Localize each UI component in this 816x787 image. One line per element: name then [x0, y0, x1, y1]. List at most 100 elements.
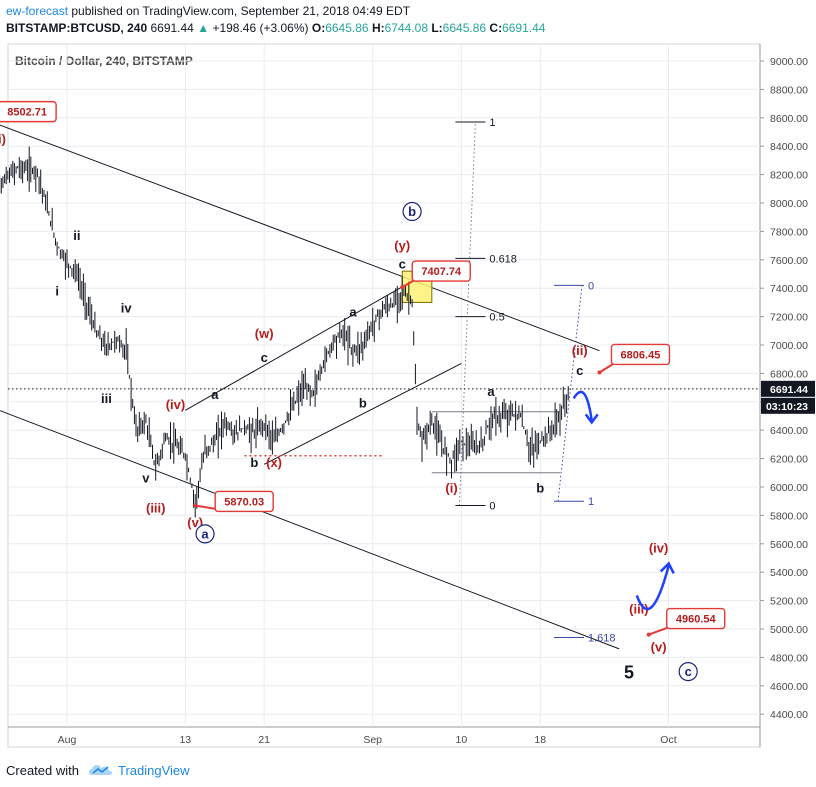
projection-arrows: [572, 390, 675, 611]
callout-box[interactable]: [0, 100, 57, 123]
rising-channel-bottom[interactable]: [263, 363, 462, 465]
fib-connector-blue: [557, 285, 583, 502]
wave-label: (ii): [572, 343, 588, 358]
upper-descending-line[interactable]: [0, 121, 600, 352]
time-tick-label: 10: [456, 734, 468, 746]
high-value: 6744.08: [384, 21, 428, 35]
time-tick-label: Aug: [58, 734, 77, 746]
fib-level-label: 0.5: [489, 312, 504, 324]
wave-label: iv: [121, 300, 133, 315]
price-tick-label: 6000.00: [770, 482, 808, 494]
wave-label: (x): [266, 455, 282, 470]
tradingview-brand-link[interactable]: TradingView: [118, 763, 190, 778]
circle-wave-marker: [678, 661, 698, 682]
low-label: L:: [431, 21, 443, 35]
price-tick-label: 5800.00: [770, 510, 808, 522]
ohlc-line: BITSTAMP:BTCUSD, 240 6691.44 ▲ +198.46 (…: [6, 21, 545, 35]
price-tick-label: 5200.00: [770, 596, 808, 608]
price-tick-label: 4800.00: [770, 652, 808, 664]
low-value: 6645.86: [442, 21, 487, 35]
fib-level-label: 0: [588, 280, 594, 292]
price-tick-label: 8200.00: [770, 170, 808, 182]
lower-descending-line[interactable]: [0, 406, 620, 650]
callout-label: 4960.54: [676, 614, 717, 626]
open-value: 6645.86: [325, 21, 369, 35]
wave-labels: (ii)(i)iiiiviiiv(iii)(iv)a(v)(w)cb(x)abc…: [0, 131, 668, 682]
price-tick-label: 6400.00: [770, 425, 808, 437]
last-price-marker: 6691.44 03:10:23: [8, 380, 815, 414]
time-tick-label: 13: [179, 734, 191, 746]
wave-label: iii: [101, 391, 112, 406]
wave-label: 5: [624, 663, 634, 683]
price-tick-label: 8400.00: [770, 141, 808, 153]
wave-label: c: [261, 350, 268, 365]
callout-box[interactable]: [666, 607, 726, 630]
wave-label: (ii): [0, 131, 6, 146]
callout-box[interactable]: [214, 490, 274, 513]
grid: [8, 44, 760, 727]
callout-box[interactable]: [610, 343, 671, 366]
wave-label: v: [142, 471, 150, 486]
up-arrow-head-icon: [659, 561, 675, 574]
callout-anchor: [597, 370, 602, 375]
last-price-tag: [761, 380, 815, 397]
price-tick-label: 5400.00: [770, 567, 808, 579]
circle-wave-marker: [402, 201, 422, 222]
open-label: O:: [311, 21, 326, 35]
last-price: 6691.44: [150, 21, 194, 35]
fib-level-label: 1: [588, 496, 594, 508]
wave-label: b: [359, 395, 367, 410]
price-chart[interactable]: Bitcoin / Dollar, 240, BITSTAMP 9000.008…: [0, 0, 816, 756]
price-tick-label: 8800.00: [770, 84, 808, 96]
price-tick-label: 9000.00: [770, 56, 808, 68]
wave-label: b: [536, 481, 544, 496]
circle-wave-labels: a b c: [195, 201, 698, 682]
author-link[interactable]: ew-forecast: [6, 4, 69, 18]
rising-channel-top[interactable]: [185, 286, 403, 411]
time-tick-label: Sep: [363, 734, 382, 746]
callout-label: 7407.74: [421, 266, 462, 278]
time-tick-label: Oct: [660, 734, 676, 746]
publish-info: ew-forecast published on TradingView.com…: [6, 4, 410, 18]
fib-level-label: 0.618: [489, 253, 517, 265]
price-axis-ticks: 9000.00 8800.00 8600.00 8400.00 8200.00 8000.…: [760, 56, 808, 721]
created-with-text: Created with: [6, 763, 79, 778]
wave-label: (iii): [629, 601, 649, 616]
price-tick-label: 6200.00: [770, 454, 808, 466]
down-projection-arrow: [572, 390, 593, 421]
circle-wave-label: a: [201, 526, 209, 541]
price-tick-label: 7800.00: [770, 226, 808, 238]
callout-label: 8502.71: [7, 107, 47, 119]
close-value: 6691.44: [502, 21, 546, 35]
wave-label: a: [211, 387, 219, 402]
callout-anchor: [400, 285, 405, 290]
high-label: H:: [371, 21, 385, 35]
price-tick-label: 4400.00: [770, 709, 808, 721]
fibonacci-levels[interactable]: 1 0.618 0.5 0 0 1 1.618: [455, 117, 616, 645]
callout-box[interactable]: [411, 260, 471, 282]
wave-label: i: [55, 283, 59, 298]
fib-level-label: 0: [489, 500, 495, 512]
footer: Created with TradingView: [0, 756, 816, 787]
wave-label: (iv): [649, 540, 669, 555]
price-callouts[interactable]: 8502.71 7407.74 5870.03 6806.45 4960.54: [0, 100, 726, 637]
down-arrow-head-icon: [584, 413, 599, 425]
price-tick-label: 6800.00: [770, 368, 808, 380]
price-tick-label: 8600.00: [770, 113, 808, 125]
circle-wave-label: b: [408, 204, 416, 219]
published-text: published on TradingView.com, September …: [71, 4, 411, 18]
wave-label: (iv): [166, 397, 186, 412]
chart-header: ew-forecast published on TradingView.com…: [0, 0, 816, 40]
wave-label: (y): [394, 238, 410, 253]
callout-anchor: [193, 503, 198, 508]
circle-wave-marker: [195, 524, 215, 544]
time-axis-ticks: Aug 13 21 Sep 10 18 Oct: [58, 734, 677, 746]
time-tick-label: 21: [258, 734, 270, 746]
price-series: [0, 146, 569, 518]
countdown-tag: [761, 397, 815, 414]
wave-label: a: [487, 384, 495, 399]
wave-label: (i): [445, 481, 457, 496]
last-price-tag-label: 6691.44: [770, 384, 808, 396]
trend-lines[interactable]: [0, 121, 620, 650]
wave-label: ii: [73, 228, 80, 243]
